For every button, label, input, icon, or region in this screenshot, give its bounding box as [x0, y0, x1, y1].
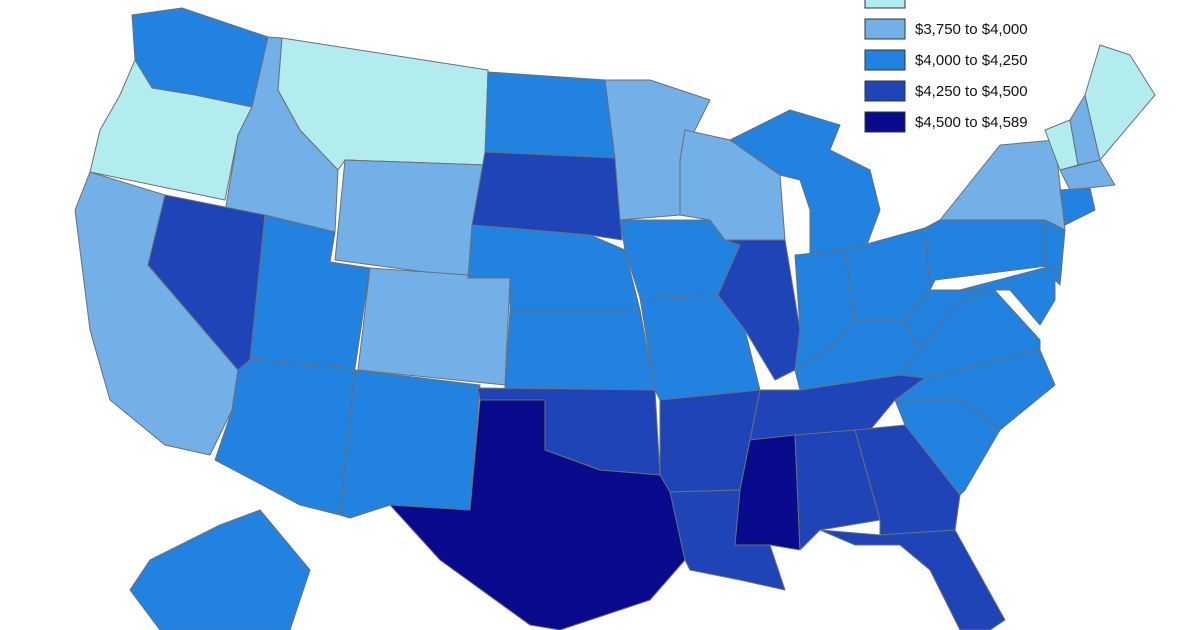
legend-swatch — [864, 18, 906, 40]
state — [819, 529, 1006, 630]
state — [471, 151, 623, 241]
legend-label: $4,000 to $4,250 — [915, 52, 1028, 69]
state — [504, 309, 656, 391]
state — [1084, 44, 1156, 161]
state — [1059, 187, 1096, 226]
state — [89, 59, 253, 201]
state — [129, 509, 311, 630]
state — [389, 399, 686, 630]
state — [357, 267, 511, 386]
state — [484, 71, 616, 159]
state — [339, 369, 481, 519]
states — [74, 7, 1156, 630]
state — [214, 359, 356, 516]
state — [794, 429, 881, 551]
state — [717, 239, 801, 381]
legend: $3,750 to $4,000 $4,000 to $4,250 $4,250 t… — [864, 0, 1028, 133]
legend-swatch — [864, 49, 906, 71]
state — [1059, 159, 1116, 191]
legend-label: $4,500 to $4,589 — [915, 114, 1028, 131]
legend-label: $3,750 to $4,000 — [915, 21, 1028, 38]
legend-swatch — [864, 0, 906, 9]
legend-swatch — [864, 111, 906, 133]
legend-swatch — [864, 80, 906, 102]
state — [959, 264, 1056, 326]
state — [729, 109, 881, 256]
legend-label: $4,250 to $4,500 — [915, 83, 1028, 100]
state — [334, 159, 486, 279]
state — [939, 139, 1066, 231]
